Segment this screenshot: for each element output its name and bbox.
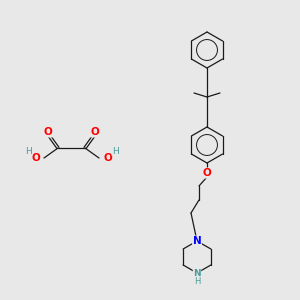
Text: O: O: [44, 127, 52, 137]
Text: O: O: [202, 168, 211, 178]
Text: H: H: [194, 278, 200, 286]
Text: O: O: [103, 153, 112, 163]
Text: N: N: [193, 268, 201, 278]
Text: H: H: [112, 146, 119, 155]
Text: H: H: [25, 146, 32, 155]
Text: O: O: [91, 127, 99, 137]
Text: N: N: [193, 236, 201, 246]
Text: O: O: [31, 153, 40, 163]
